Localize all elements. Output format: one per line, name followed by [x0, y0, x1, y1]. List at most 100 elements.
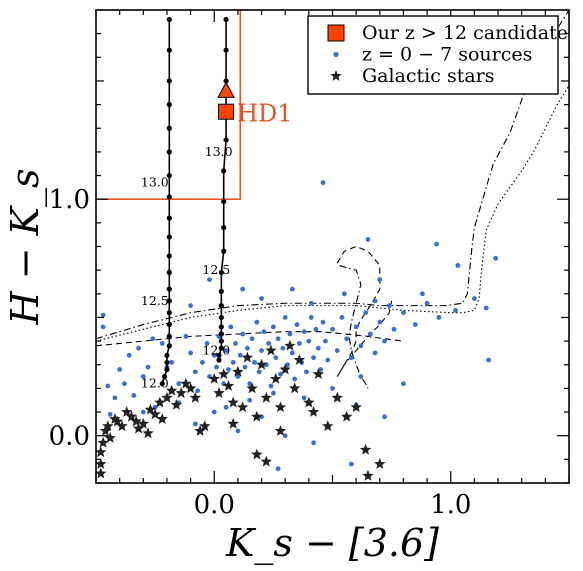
source-point [493, 255, 499, 261]
star-point [236, 401, 249, 413]
source-point [386, 303, 392, 309]
track-point [166, 78, 172, 84]
star-point [274, 401, 287, 413]
star-point [362, 469, 374, 481]
source-point [235, 374, 241, 379]
axis-text-layer: 0.0 1.00.01.0K_s − [3.6]H − K_s [3, 168, 471, 566]
source-point [308, 315, 314, 320]
star-point [213, 387, 225, 398]
source-point [320, 180, 326, 186]
source-point [192, 369, 198, 375]
source-point [358, 343, 364, 349]
source-point [344, 336, 350, 342]
star-point [293, 354, 306, 365]
track-point [161, 373, 168, 380]
star-point [121, 406, 133, 417]
track-point [164, 366, 170, 373]
source-point [285, 362, 290, 368]
track-point [218, 288, 224, 295]
source-point [486, 357, 491, 363]
y-axis-title: H − K_s [3, 168, 48, 325]
star-point [265, 344, 277, 356]
track-point [166, 343, 172, 349]
track-label: 12.5 [202, 262, 230, 277]
star-point [194, 424, 206, 436]
star-point [241, 351, 254, 363]
source-point [228, 324, 234, 330]
source-point [275, 336, 281, 342]
source-point [195, 388, 201, 394]
source-point [252, 359, 257, 365]
track-point [166, 102, 172, 108]
star-point [109, 413, 121, 424]
source-point [259, 296, 264, 301]
star-point [303, 396, 315, 408]
track-point [166, 47, 172, 53]
source-point [419, 291, 425, 297]
stars-layer [96, 339, 386, 481]
source-point [363, 310, 369, 316]
star-point [279, 363, 291, 375]
source-point [382, 338, 387, 344]
track-point [216, 357, 222, 363]
source-point [306, 338, 312, 344]
axes-frame-layer [95, 9, 570, 484]
selection-box-layer [96, 10, 242, 200]
star-point [97, 436, 109, 448]
source-point [256, 369, 262, 375]
source-point [270, 390, 276, 396]
source-point [358, 374, 364, 379]
source-point [304, 369, 309, 375]
star-point [184, 382, 197, 394]
track-point [164, 359, 170, 365]
star-point [156, 413, 168, 424]
star-point [307, 406, 320, 417]
star-point [359, 443, 372, 455]
source-point [136, 345, 141, 351]
x-tick-label: 0.0 [194, 490, 235, 520]
star-point [144, 403, 157, 415]
track-label: 13.0 [205, 144, 233, 159]
track-label: 13.0 [141, 175, 169, 190]
source-point [377, 277, 383, 283]
source-point [301, 329, 307, 335]
track-point [221, 248, 227, 254]
source-point [268, 383, 274, 389]
x-tick-label: 1.0 [430, 490, 471, 520]
source-point [294, 322, 300, 327]
star-point [180, 377, 192, 389]
star-point [130, 415, 142, 427]
track-point [223, 47, 229, 53]
candidate-label: HD1 [237, 100, 292, 128]
source-point [339, 315, 345, 320]
source-point [292, 376, 298, 382]
source-point [349, 461, 354, 467]
source-point [214, 364, 220, 370]
track-point [166, 234, 172, 240]
source-point [211, 352, 217, 358]
source-point [353, 324, 359, 330]
source-point [223, 404, 229, 410]
legend-label: Our z > 12 candidate [362, 22, 568, 44]
star-point [96, 458, 107, 469]
source-point [233, 341, 238, 346]
source-point [259, 348, 264, 353]
source-point [382, 414, 387, 420]
star-point [111, 415, 123, 427]
star-point [227, 396, 239, 408]
star-point [142, 427, 154, 439]
star-point [125, 410, 138, 422]
star-point [175, 387, 187, 398]
source-point [455, 263, 461, 268]
track-point [166, 149, 172, 155]
source-point [200, 359, 205, 365]
source-point [453, 307, 458, 313]
track-point [166, 321, 172, 328]
track-point [166, 310, 172, 316]
source-point [188, 303, 194, 309]
model-curve-dashed [336, 245, 393, 377]
star-point [199, 420, 211, 432]
source-point [254, 319, 260, 325]
source-point [131, 393, 137, 398]
source-point [237, 352, 243, 358]
